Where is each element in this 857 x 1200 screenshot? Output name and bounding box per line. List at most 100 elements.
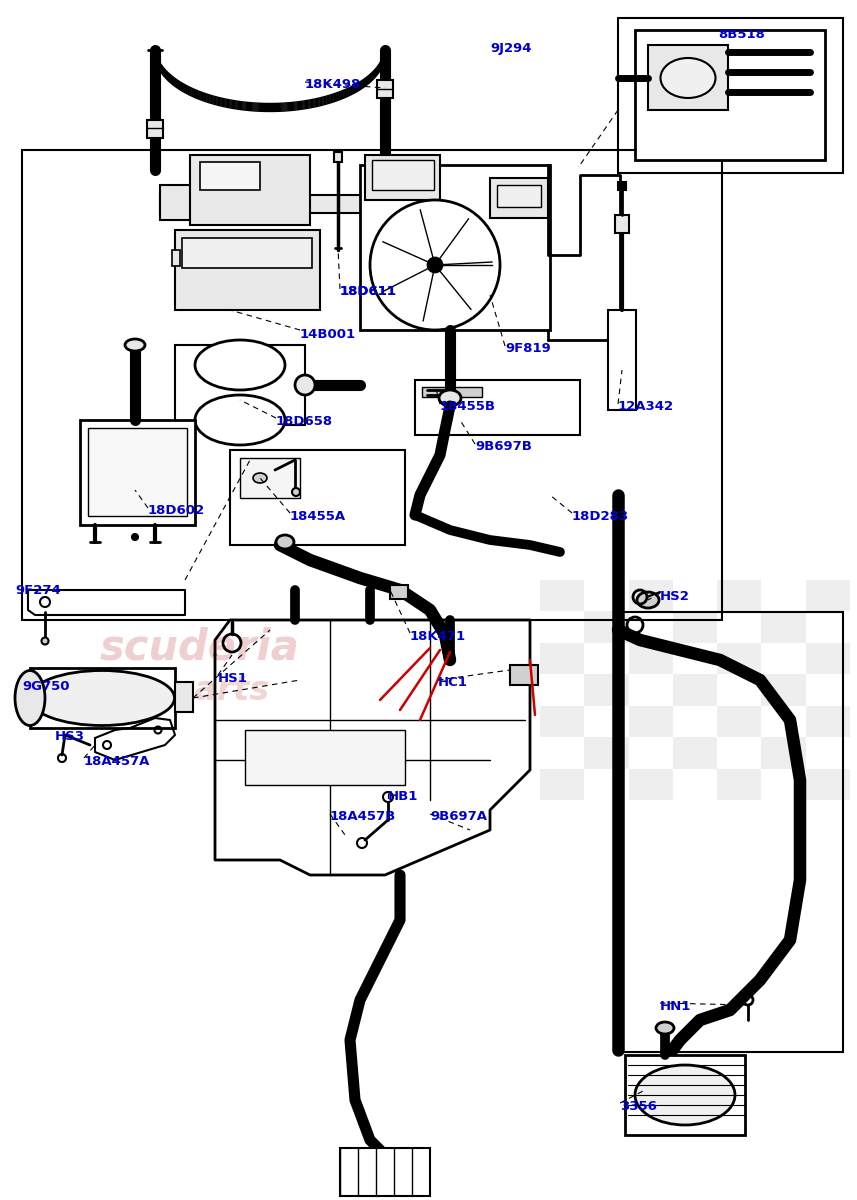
Bar — [540, 706, 584, 737]
Bar — [761, 612, 806, 643]
Bar — [88, 428, 187, 516]
Text: HN1: HN1 — [660, 1000, 692, 1013]
Text: 9B697A: 9B697A — [430, 810, 487, 823]
Bar — [584, 674, 628, 706]
Text: 9F274: 9F274 — [15, 584, 61, 596]
Bar — [806, 768, 850, 800]
Bar — [240, 458, 300, 498]
Text: 18D283: 18D283 — [572, 510, 629, 523]
Ellipse shape — [428, 258, 442, 272]
Bar — [806, 643, 850, 674]
Ellipse shape — [370, 200, 500, 330]
Text: 18455A: 18455A — [290, 510, 346, 523]
Bar — [415, 380, 580, 434]
Bar — [245, 730, 405, 785]
Bar — [648, 44, 728, 110]
Bar — [372, 160, 434, 190]
Bar — [717, 706, 761, 737]
Text: car parts: car parts — [100, 674, 269, 707]
Bar — [30, 668, 175, 728]
Ellipse shape — [276, 535, 294, 550]
Bar — [608, 310, 636, 410]
Text: 14B001: 14B001 — [300, 328, 357, 341]
Bar — [584, 737, 628, 768]
Bar — [390, 584, 408, 599]
Text: 8B518: 8B518 — [718, 28, 765, 41]
Bar — [628, 706, 673, 737]
Bar — [360, 164, 550, 330]
Text: 18D611: 18D611 — [340, 284, 397, 298]
Ellipse shape — [292, 488, 300, 496]
Bar — [377, 80, 393, 98]
Text: 18D658: 18D658 — [276, 415, 333, 428]
Ellipse shape — [132, 534, 138, 540]
Bar — [615, 215, 629, 233]
Bar — [806, 580, 850, 612]
Ellipse shape — [661, 58, 716, 98]
Bar — [540, 643, 584, 674]
Bar — [540, 580, 584, 612]
Bar — [673, 737, 717, 768]
Bar — [618, 18, 843, 173]
Text: 12A342: 12A342 — [618, 400, 674, 413]
Bar — [761, 674, 806, 706]
Text: 18D611: 18D611 — [340, 284, 397, 298]
Text: 18D602: 18D602 — [148, 504, 205, 517]
Bar — [628, 580, 673, 612]
Text: 3356: 3356 — [620, 1100, 656, 1114]
Bar — [628, 768, 673, 800]
Bar — [175, 682, 193, 712]
Ellipse shape — [195, 395, 285, 445]
Ellipse shape — [125, 338, 145, 350]
Ellipse shape — [295, 374, 315, 395]
Ellipse shape — [656, 1022, 674, 1034]
Bar — [618, 182, 626, 190]
Bar — [761, 737, 806, 768]
Text: 18K471: 18K471 — [410, 630, 466, 643]
Ellipse shape — [15, 671, 45, 726]
Text: HB1: HB1 — [388, 790, 418, 803]
Ellipse shape — [41, 637, 49, 644]
Bar — [625, 1055, 745, 1135]
Bar — [497, 185, 541, 206]
Text: HC1: HC1 — [438, 676, 468, 689]
Text: HS3: HS3 — [55, 730, 85, 743]
Ellipse shape — [195, 340, 285, 390]
Ellipse shape — [439, 390, 461, 406]
Bar — [422, 386, 482, 397]
Ellipse shape — [635, 1066, 735, 1126]
Bar — [200, 162, 260, 190]
Bar — [490, 178, 548, 218]
Bar — [540, 768, 584, 800]
Bar — [190, 155, 310, 226]
Bar — [147, 120, 163, 138]
Ellipse shape — [29, 671, 175, 726]
Bar — [618, 612, 843, 1052]
Bar — [673, 612, 717, 643]
Ellipse shape — [637, 592, 659, 608]
Bar — [584, 612, 628, 643]
Bar — [673, 674, 717, 706]
Text: 9B697B: 9B697B — [475, 440, 532, 452]
Bar — [717, 643, 761, 674]
Bar — [182, 238, 312, 268]
Bar — [22, 150, 722, 620]
Bar — [175, 346, 305, 425]
Text: 18A457B: 18A457B — [330, 810, 396, 823]
Bar — [340, 1148, 430, 1196]
Text: 18A457A: 18A457A — [84, 755, 150, 768]
Ellipse shape — [253, 473, 267, 482]
Bar — [230, 450, 405, 545]
Text: 9G750: 9G750 — [22, 680, 69, 692]
Text: 18455B: 18455B — [440, 400, 496, 413]
Text: 9J294: 9J294 — [490, 42, 531, 55]
Text: scuderia: scuderia — [100, 626, 300, 670]
Bar — [334, 152, 342, 162]
Bar — [717, 768, 761, 800]
Bar — [628, 643, 673, 674]
Bar — [160, 185, 205, 220]
Bar — [172, 250, 180, 266]
Text: 18K498: 18K498 — [305, 78, 362, 91]
Bar — [365, 155, 440, 200]
Bar — [806, 706, 850, 737]
